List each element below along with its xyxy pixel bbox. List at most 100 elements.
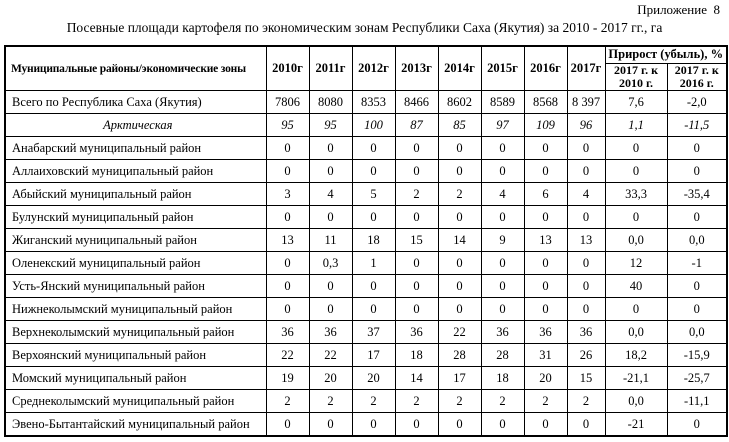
value-cell: 36 (480, 320, 525, 345)
value-cell: 7806 (265, 90, 310, 115)
value-cell: 2 (523, 389, 568, 414)
table-row: Эвено-Бытантайский муниципальный район 0 0… (4, 412, 728, 437)
value-cell: 0 (351, 159, 396, 184)
value-cell: 0 (480, 297, 525, 322)
value-cell: 100 (351, 113, 396, 138)
value-cell: 0 (604, 297, 668, 322)
value-cell: 0 (480, 136, 525, 161)
header-row-main: Муниципальные районы/экономические зоны … (4, 45, 728, 92)
table-row: Всего по Республика Саха (Якутия) 7806 808… (4, 90, 728, 115)
value-cell: 0 (437, 136, 482, 161)
value-cell: 0 (394, 412, 439, 437)
district-name-cell: Эвено-Бытантайский муниципальный район (4, 412, 267, 437)
value-cell: 0,0 (604, 228, 668, 253)
value-cell: 0 (666, 205, 728, 230)
header-year-2015: 2015г (480, 45, 525, 92)
value-cell: 0 (566, 205, 606, 230)
value-cell: 0 (666, 159, 728, 184)
table-body: Всего по Республика Саха (Якутия) 7806 808… (4, 90, 728, 437)
table-row: Среднеколымский муниципальный район 2 2 2 2 2… (4, 389, 728, 414)
value-cell: 8080 (308, 90, 353, 115)
value-cell: 0,0 (604, 389, 668, 414)
district-name-cell: Верхнеколымский муниципальный район (4, 320, 267, 345)
value-cell: 85 (437, 113, 482, 138)
value-cell: 36 (308, 320, 353, 345)
value-cell: 6 (523, 182, 568, 207)
table-row: Арктическая 95 95 100 87 85 97 109 96 1,1 -11,5 (4, 113, 728, 138)
district-name-cell: Абыйский муниципальный район (4, 182, 267, 207)
value-cell: 0 (604, 136, 668, 161)
value-cell: 0 (523, 251, 568, 276)
value-cell: 13 (566, 228, 606, 253)
value-cell: 87 (394, 113, 439, 138)
header-growth-group: Прирост (убыль), % (604, 45, 728, 64)
table-row: Нижнеколымский муниципальный район 0 0 0 0 0 0… (4, 297, 728, 322)
value-cell: 0 (666, 412, 728, 437)
value-cell: 2 (265, 389, 310, 414)
value-cell: 13 (265, 228, 310, 253)
header-year-2010: 2010г (265, 45, 310, 92)
value-cell: 33,3 (604, 182, 668, 207)
value-cell: 14 (437, 228, 482, 253)
value-cell: 0 (566, 159, 606, 184)
value-cell: 7,6 (604, 90, 668, 115)
header-year-2011: 2011г (308, 45, 353, 92)
value-cell: 0 (394, 205, 439, 230)
value-cell: 2 (351, 389, 396, 414)
value-cell: 0 (480, 251, 525, 276)
value-cell: 0 (480, 274, 525, 299)
value-cell: 0 (394, 159, 439, 184)
value-cell: 0 (604, 205, 668, 230)
value-cell: -21 (604, 412, 668, 437)
value-cell: 15 (566, 366, 606, 391)
value-cell: 0,0 (666, 228, 728, 253)
value-cell: 0 (351, 136, 396, 161)
value-cell: 0 (523, 412, 568, 437)
value-cell: 18,2 (604, 343, 668, 368)
value-cell: 97 (480, 113, 525, 138)
value-cell: 0 (351, 297, 396, 322)
value-cell: 0 (523, 136, 568, 161)
value-cell: -1 (666, 251, 728, 276)
value-cell: 15 (394, 228, 439, 253)
value-cell: -11,5 (666, 113, 728, 138)
district-name-cell: Нижнеколымский муниципальный район (4, 297, 267, 322)
header-row-sub: 2017 г. к 2010 г. 2017 г. к 2016 г. (5, 62, 728, 92)
value-cell: 1 (351, 251, 396, 276)
value-cell: 8568 (523, 90, 568, 115)
district-name-cell: Аллаиховский муниципальный район (4, 159, 267, 184)
value-cell: 28 (480, 343, 525, 368)
page-title: Посевные площади картофеля по экономичес… (66, 20, 663, 35)
value-cell: 17 (437, 366, 482, 391)
table-header: Муниципальные районы/экономические зоны … (4, 45, 728, 92)
value-cell: 96 (566, 113, 606, 138)
value-cell: 20 (523, 366, 568, 391)
value-cell: 0 (308, 297, 353, 322)
value-cell: 14 (394, 366, 439, 391)
value-cell: 19 (265, 366, 310, 391)
value-cell: 4 (308, 182, 353, 207)
value-cell: 8353 (351, 90, 396, 115)
value-cell: 0 (308, 136, 353, 161)
value-cell: 0,0 (604, 320, 668, 345)
value-cell: 36 (566, 320, 606, 345)
value-cell: 0 (351, 412, 396, 437)
value-cell: 36 (523, 320, 568, 345)
value-cell: 0 (437, 297, 482, 322)
value-cell: 0 (523, 274, 568, 299)
value-cell: 0 (666, 274, 728, 299)
value-cell: 36 (265, 320, 310, 345)
value-cell: 0 (394, 297, 439, 322)
value-cell: 18 (351, 228, 396, 253)
value-cell: 0 (308, 159, 353, 184)
header-districts: Муниципальные районы/экономические зоны (4, 45, 267, 92)
table-row: Абыйский муниципальный район 3 4 5 2 2 4 6 4 33,3… (4, 182, 728, 207)
value-cell: 0 (308, 412, 353, 437)
value-cell: 0 (265, 274, 310, 299)
value-cell: 0 (265, 159, 310, 184)
table-row: Аллаиховский муниципальный район 0 0 0 0 0 0 0 0… (4, 159, 728, 184)
value-cell: 12 (604, 251, 668, 276)
value-cell: 0 (394, 274, 439, 299)
value-cell: 11 (308, 228, 353, 253)
